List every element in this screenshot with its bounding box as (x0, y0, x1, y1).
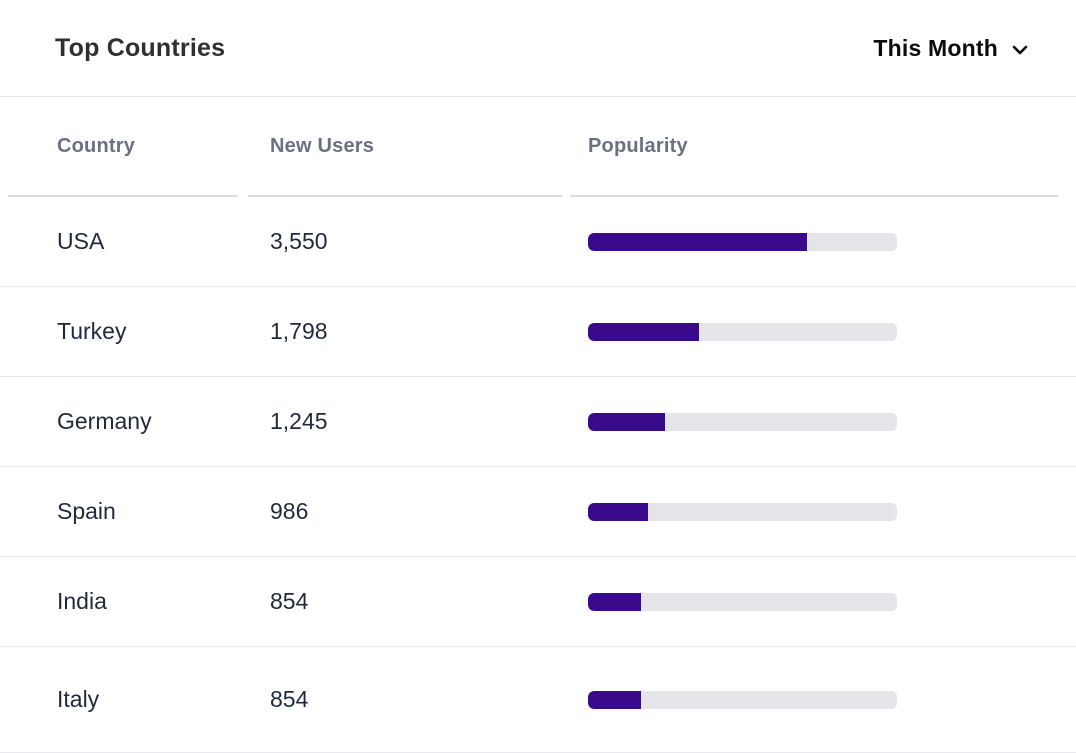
column-header-new-users: New Users (248, 97, 562, 197)
popularity-bar-track (588, 412, 897, 431)
popularity-cell (588, 592, 1076, 611)
popularity-bar-track (588, 592, 897, 611)
table-row: India 854 (0, 557, 1076, 647)
popularity-bar-track (588, 322, 897, 341)
widget-title: Top Countries (55, 33, 226, 62)
new-users-cell: 854 (270, 588, 309, 614)
country-cell: Italy (57, 686, 100, 712)
table-row: Spain 986 (0, 467, 1076, 557)
new-users-cell: 3,550 (270, 228, 328, 254)
table-row: USA 3,550 (0, 197, 1076, 287)
new-users-cell: 854 (270, 686, 309, 712)
popularity-bar-track (588, 232, 897, 251)
table-row: Italy 854 (0, 647, 1076, 753)
popularity-cell (588, 502, 1076, 521)
popularity-bar-fill (588, 322, 700, 341)
popularity-cell (588, 412, 1076, 431)
popularity-bar-fill (588, 232, 808, 251)
period-dropdown-label: This Month (873, 34, 998, 61)
country-cell: Spain (57, 498, 116, 524)
column-header-popularity: Popularity (570, 97, 1058, 197)
country-cell: Germany (57, 408, 152, 434)
new-users-cell: 986 (270, 498, 309, 524)
table-row: Germany 1,245 (0, 377, 1076, 467)
popularity-bar-fill (588, 690, 641, 709)
popularity-bar-fill (588, 502, 649, 521)
new-users-cell: 1,798 (270, 318, 328, 344)
popularity-cell (588, 322, 1076, 341)
country-cell: India (57, 588, 107, 614)
popularity-bar-fill (588, 412, 665, 431)
popularity-cell (588, 232, 1076, 251)
column-header-country: Country (8, 97, 238, 197)
popularity-cell (588, 690, 1076, 709)
country-cell: USA (57, 228, 105, 254)
popularity-bar-track (588, 690, 897, 709)
country-cell: Turkey (57, 318, 127, 344)
chevron-down-icon (1012, 45, 1028, 54)
period-dropdown[interactable]: This Month (873, 35, 1030, 62)
widget-header: Top Countries This Month (0, 0, 1076, 97)
table-body: USA 3,550 Turkey 1,798 Germany 1,245 (0, 197, 1076, 753)
table-row: Turkey 1,798 (0, 287, 1076, 377)
table-header-row: Country New Users Popularity (0, 97, 1076, 197)
new-users-cell: 1,245 (270, 408, 328, 434)
popularity-bar-track (588, 502, 897, 521)
popularity-bar-fill (588, 592, 641, 611)
